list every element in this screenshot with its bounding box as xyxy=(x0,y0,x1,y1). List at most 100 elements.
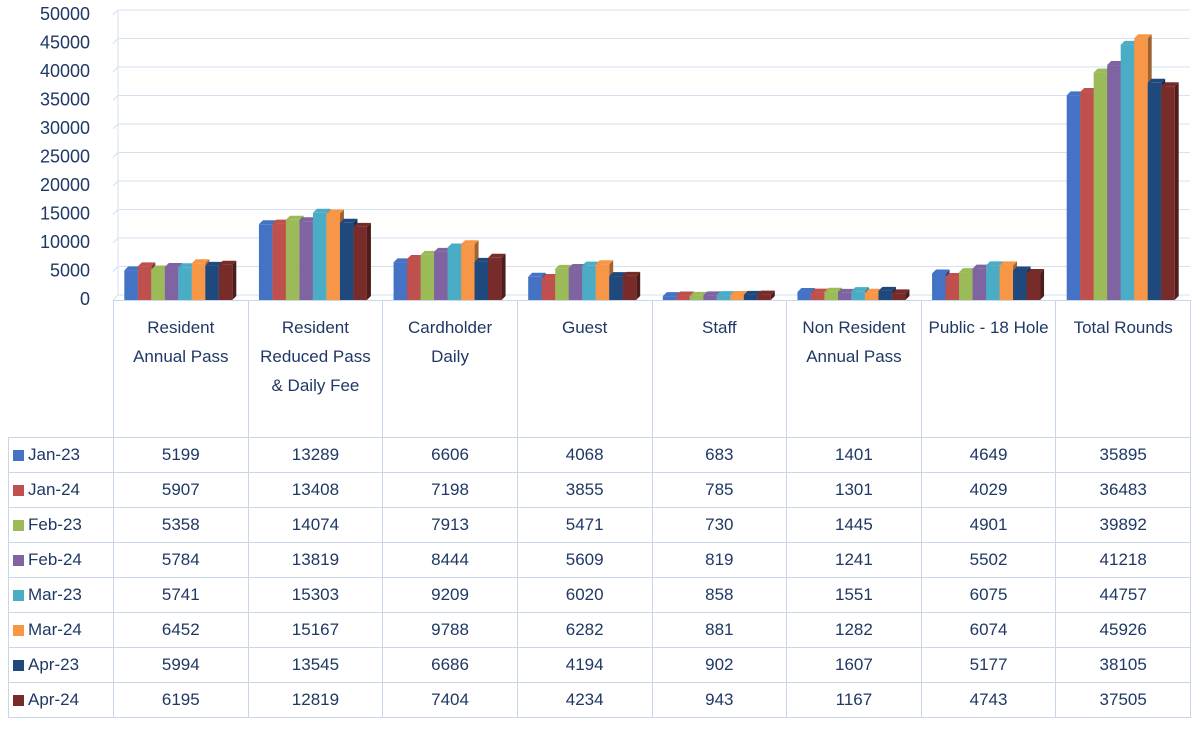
bar-top xyxy=(434,247,452,252)
bar-top xyxy=(703,291,721,296)
bar xyxy=(730,294,744,300)
value-cell: 4743 xyxy=(920,682,1057,718)
value-cell: 5358 xyxy=(113,507,249,543)
bar-top xyxy=(191,259,210,264)
category-label: Total Rounds xyxy=(1055,300,1191,438)
bar-top xyxy=(461,240,479,245)
bar xyxy=(1120,44,1135,300)
value-cell: 13545 xyxy=(247,647,384,683)
value-cell: 5994 xyxy=(113,647,249,683)
bar-top xyxy=(676,291,694,296)
bar xyxy=(285,219,300,300)
legend-swatch xyxy=(13,660,24,672)
bar-top xyxy=(1147,78,1166,83)
value-cell: 683 xyxy=(651,437,788,473)
bar xyxy=(488,257,502,300)
bar-side xyxy=(232,260,237,300)
bar xyxy=(393,262,408,300)
bar-top xyxy=(326,209,344,214)
bar-top xyxy=(420,250,439,255)
value-cell: 12819 xyxy=(247,682,384,718)
data-row: Mar-24 6452 15167 9788 6282 881 1282 6074 45926 xyxy=(8,612,1191,648)
grid-line-depth xyxy=(112,66,119,73)
value-cell: 1445 xyxy=(786,507,922,543)
bar xyxy=(609,276,623,300)
bar-top xyxy=(178,263,196,268)
bar-side xyxy=(1174,82,1179,300)
y-tick-label: 5000 xyxy=(50,260,90,280)
bar-top xyxy=(124,266,142,271)
value-cell: 5609 xyxy=(516,542,653,578)
value-cell: 881 xyxy=(651,612,788,648)
bar xyxy=(299,221,313,300)
grid-line-depth xyxy=(112,180,119,187)
bar-top xyxy=(716,291,735,296)
bar-top xyxy=(1093,68,1112,73)
value-cell: 45926 xyxy=(1055,612,1191,648)
bar-top xyxy=(205,261,223,266)
value-cell: 44757 xyxy=(1055,577,1191,613)
bar xyxy=(1093,72,1108,300)
grid-line-depth xyxy=(112,209,119,215)
value-cell: 6282 xyxy=(516,612,653,648)
category-label: Resident Annual Pass xyxy=(113,300,249,438)
bar xyxy=(1161,86,1175,300)
bar xyxy=(420,254,435,300)
bar-top xyxy=(218,260,237,265)
bar xyxy=(353,226,367,300)
bar-side xyxy=(905,289,910,300)
bar xyxy=(662,296,677,300)
bar-top xyxy=(959,268,977,273)
bar xyxy=(878,290,892,300)
value-cell: 38105 xyxy=(1055,647,1191,683)
bar xyxy=(137,266,152,300)
bar xyxy=(810,292,825,300)
bar xyxy=(407,258,421,300)
value-cell: 6075 xyxy=(920,577,1057,613)
value-cell: 6195 xyxy=(113,682,249,718)
bar xyxy=(528,276,542,300)
bar xyxy=(932,273,946,300)
value-cell: 6020 xyxy=(516,577,653,613)
bar-side xyxy=(1040,268,1045,300)
bar-top xyxy=(1026,268,1045,273)
category-label: Non Resident Annual Pass xyxy=(786,300,922,438)
legend-cell: Feb-24 xyxy=(8,542,114,578)
bar xyxy=(622,275,637,300)
bar-top xyxy=(1066,91,1085,96)
bar-top xyxy=(757,290,775,295)
bar xyxy=(447,247,462,300)
y-tick-label: 25000 xyxy=(40,146,90,166)
grid-line-depth xyxy=(112,237,119,244)
bar xyxy=(703,295,717,300)
bar xyxy=(582,265,596,300)
value-cell: 13819 xyxy=(247,542,384,578)
grid-line-depth xyxy=(112,123,119,130)
grid-line-depth xyxy=(112,294,119,301)
value-cell: 8444 xyxy=(382,542,518,578)
legend-label: Feb-23 xyxy=(28,515,82,534)
value-cell: 39892 xyxy=(1055,507,1191,543)
category-label: Cardholder Daily xyxy=(382,300,518,438)
bar-top xyxy=(164,263,183,268)
bar-top xyxy=(797,288,815,293)
bar xyxy=(797,292,811,300)
grid-line-depth xyxy=(112,38,119,44)
y-tick-label: 30000 xyxy=(40,118,90,138)
value-cell: 7404 xyxy=(382,682,518,718)
data-row: Feb-24 5784 13819 8444 5609 819 1241 5502 41218 xyxy=(8,542,1191,578)
legend-cell: Mar-23 xyxy=(8,577,114,613)
bar xyxy=(1066,95,1081,300)
bar-top xyxy=(595,260,614,265)
bar xyxy=(716,295,731,300)
bar-top xyxy=(837,288,856,293)
legend-swatch xyxy=(13,485,24,497)
y-tick-label: 20000 xyxy=(40,175,90,195)
bar xyxy=(689,295,704,300)
data-row: Feb-23 5358 14074 7913 5471 730 1445 4901 39892 xyxy=(8,507,1191,543)
legend-cell: Apr-24 xyxy=(8,682,114,718)
value-cell: 943 xyxy=(651,682,788,718)
y-tick-label: 50000 xyxy=(40,4,90,24)
value-cell: 36483 xyxy=(1055,472,1191,508)
